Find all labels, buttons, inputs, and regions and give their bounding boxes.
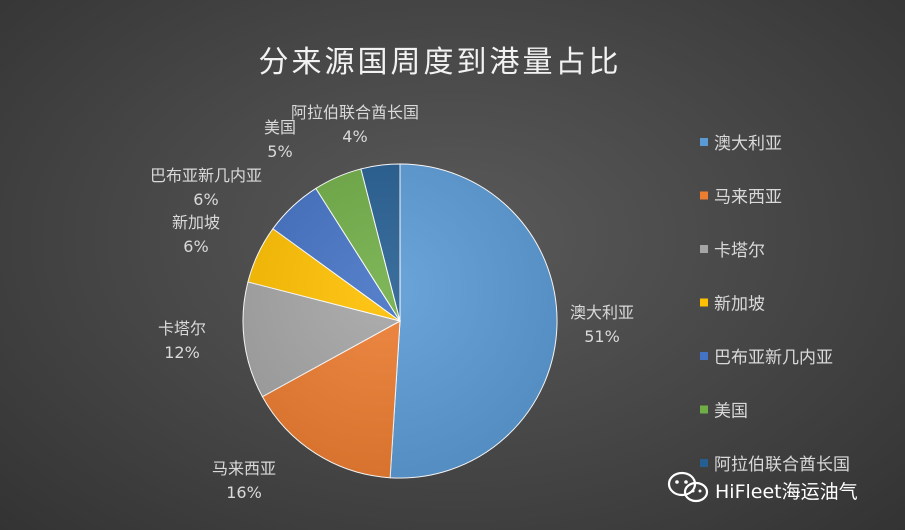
legend-entry: 阿拉伯联合酋长国 xyxy=(714,455,850,475)
data-label-value: 12% xyxy=(164,343,200,362)
data-label-category: 阿拉伯联合酋长国 xyxy=(291,103,419,122)
data-label-category: 新加坡 xyxy=(172,213,220,232)
pie-slice-1 xyxy=(389,163,558,479)
data-label-value: 5% xyxy=(267,142,292,161)
legend-swatch xyxy=(700,405,708,414)
data-label-category: 澳大利亚 xyxy=(570,303,634,322)
wechat-icon xyxy=(667,471,709,503)
legend-entry: 马来西亚 xyxy=(714,188,782,208)
data-label-category: 巴布亚新几内亚 xyxy=(150,166,262,185)
data-label-value: 4% xyxy=(342,127,367,146)
data-label-value: 16% xyxy=(226,483,262,502)
data-label-category: 马来西亚 xyxy=(212,459,276,478)
pie-slices xyxy=(242,163,558,479)
legend-entry: 新加坡 xyxy=(714,295,765,315)
legend-swatch xyxy=(700,138,708,146)
legend-swatch xyxy=(700,191,708,200)
legend-swatch xyxy=(700,298,708,307)
legend-entry: 巴布亚新几内亚 xyxy=(714,348,833,368)
legend-swatch xyxy=(700,245,708,253)
legend-swatch xyxy=(700,352,708,360)
watermark-text: HiFleet海运油气 xyxy=(715,481,858,503)
data-label-value: 6% xyxy=(193,190,218,209)
data-label-value: 51% xyxy=(584,327,620,346)
chart-title: 分来源国周度到港量占比 xyxy=(259,45,622,80)
legend-entry: 美国 xyxy=(714,402,748,422)
data-label-value: 6% xyxy=(183,237,208,256)
legend-entry: 卡塔尔 xyxy=(714,241,765,261)
data-labels: 澳大利亚 51% 马来西亚 16% 卡塔尔 12% 新加坡 6% 巴布亚新几内亚 6% 美国 5% 阿拉… xyxy=(150,103,634,502)
data-label-category: 卡塔尔 xyxy=(158,319,206,338)
watermark: HiFleet海运油气 xyxy=(667,471,858,503)
legend-swatch xyxy=(700,459,708,467)
data-label-category: 美国 xyxy=(264,118,296,137)
legend-entry: 澳大利亚 xyxy=(714,134,782,154)
